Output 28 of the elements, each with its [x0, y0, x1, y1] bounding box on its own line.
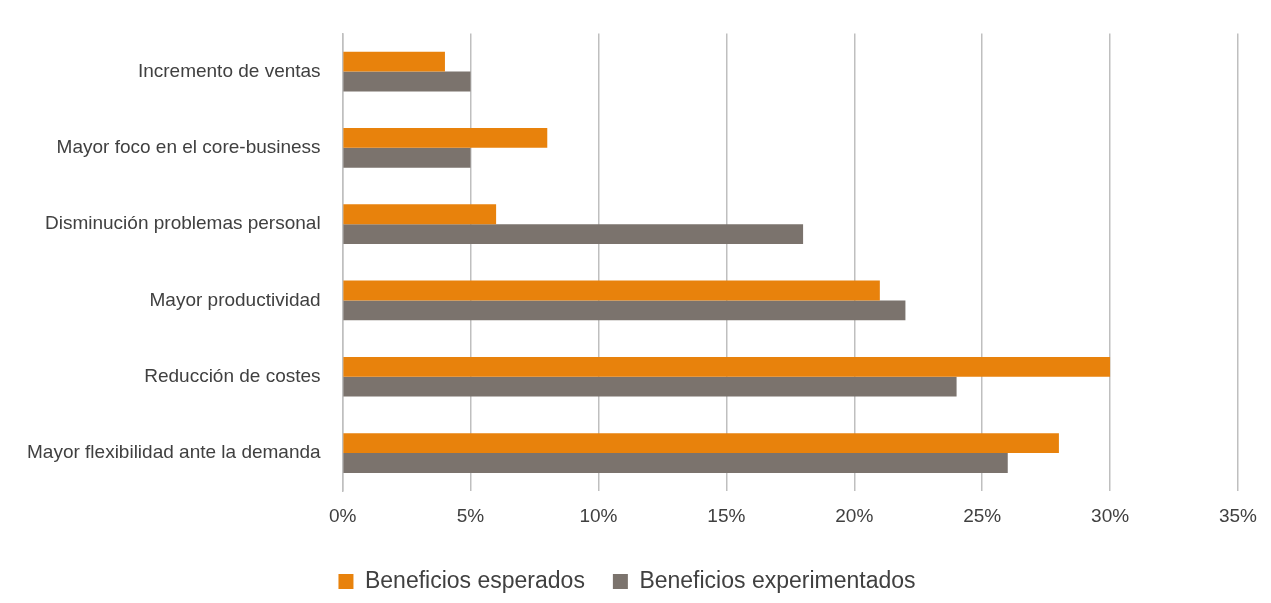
x-tick-label: 15% — [707, 504, 746, 526]
y-tick-label: Mayor foco en el core-business — [56, 136, 321, 158]
bar — [343, 433, 1059, 454]
x-tick-label: 10% — [579, 504, 618, 526]
bar — [343, 453, 1008, 473]
x-tick-label: 35% — [1218, 504, 1258, 526]
bar — [343, 128, 548, 148]
x-tick-label: 0% — [328, 504, 357, 526]
bar — [343, 204, 497, 225]
legend-label: Beneficios experimentados — [639, 566, 916, 593]
y-tick-label: Disminución problemas personal — [44, 212, 321, 234]
bar — [343, 300, 906, 321]
y-tick-label: Mayor flexibilidad ante la demanda — [26, 441, 322, 463]
y-tick-label: Mayor productividad — [149, 288, 321, 310]
bar — [343, 376, 957, 397]
bar — [343, 280, 880, 301]
bar — [343, 51, 445, 72]
bar — [343, 224, 804, 244]
legend-label: Beneficios esperados — [364, 566, 585, 593]
bar — [343, 71, 471, 92]
x-tick-label: 20% — [835, 504, 874, 526]
bar — [343, 356, 1111, 377]
y-tick-label: Reducción de costes — [144, 364, 321, 386]
x-tick-label: 5% — [456, 504, 485, 526]
x-tick-label: 30% — [1091, 504, 1130, 526]
bar — [343, 147, 471, 168]
y-tick-label: Incremento de ventas — [137, 59, 321, 81]
x-tick-label: 25% — [963, 504, 1002, 526]
